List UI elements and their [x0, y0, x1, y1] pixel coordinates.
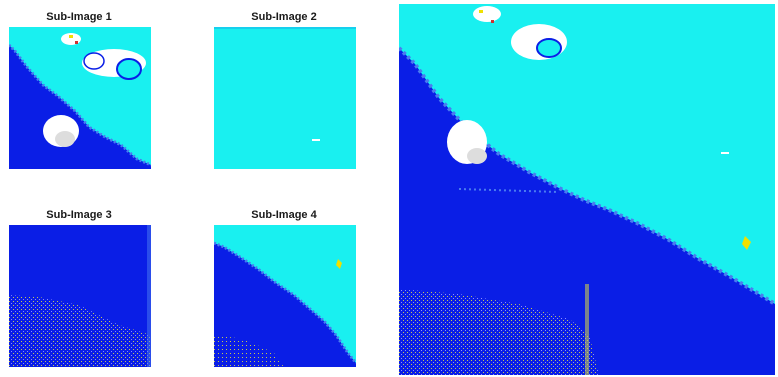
hotspot: [742, 236, 751, 250]
noise-region: [9, 295, 151, 367]
land-region: [399, 4, 775, 304]
sub-image-4-title: Sub-Image 4: [251, 209, 317, 221]
sub-image-2: [214, 27, 356, 169]
sub-image-4: [214, 225, 356, 367]
sub-image-3: [9, 225, 151, 367]
noise-region: [214, 335, 284, 367]
sub-image-1-title: Sub-Image 1: [46, 11, 112, 23]
sub-image-2-title: Sub-Image 2: [251, 11, 317, 23]
land-fringe: [9, 43, 151, 167]
land-region: [214, 225, 356, 363]
noise-region: [399, 289, 599, 375]
sub-image-3-title: Sub-Image 3: [46, 209, 112, 221]
hotspot: [336, 259, 342, 269]
sub-image-1: [9, 27, 151, 169]
land-region: [214, 27, 356, 169]
combined-image: [399, 4, 775, 375]
